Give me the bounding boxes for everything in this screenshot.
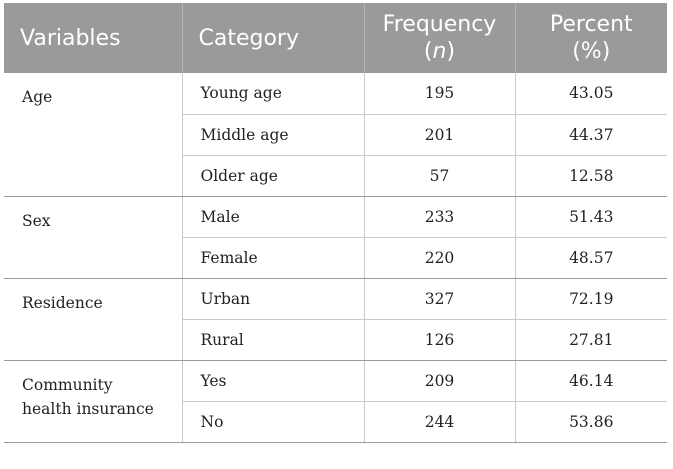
percent-cell: 48.57 bbox=[515, 237, 667, 279]
category-cell: Urban bbox=[182, 278, 365, 320]
category-cell: Male bbox=[182, 196, 365, 238]
header-frequency: Frequency (n) bbox=[364, 3, 516, 73]
frequency-cell: 126 bbox=[364, 319, 516, 361]
variable-cell-sex: Sex bbox=[4, 196, 183, 279]
frequency-cell: 220 bbox=[364, 237, 516, 279]
table-row: Female 220 48.57 bbox=[4, 237, 667, 279]
percent-cell: 51.43 bbox=[515, 196, 667, 238]
table-row: Residence Urban 327 72.19 bbox=[4, 278, 667, 361]
header-frequency-symbol: n bbox=[432, 39, 447, 64]
header-percent-symbol: (%) bbox=[572, 39, 611, 64]
percent-cell: 43.05 bbox=[515, 73, 667, 115]
frequency-cell: 244 bbox=[364, 401, 516, 443]
table-row: Community health insurance Yes 209 46.14 bbox=[4, 360, 667, 443]
variable-cell-residence: Residence bbox=[4, 278, 183, 361]
frequency-cell: 209 bbox=[364, 360, 516, 402]
table-row: Older age 57 12.58 bbox=[4, 155, 667, 197]
table-row: Sex Male 233 51.43 bbox=[4, 196, 667, 279]
percent-cell: 27.81 bbox=[515, 319, 667, 361]
category-cell: Older age bbox=[182, 155, 365, 197]
category-cell: Yes bbox=[182, 360, 365, 402]
category-cell: Young age bbox=[182, 73, 365, 115]
variable-cell-community-health-insurance: Community health insurance bbox=[4, 360, 183, 443]
variable-cell-age: Age bbox=[4, 73, 183, 197]
table-row: No 244 53.86 bbox=[4, 401, 667, 443]
frequency-cell: 195 bbox=[364, 73, 516, 115]
percent-cell: 46.14 bbox=[515, 360, 667, 402]
percent-cell: 44.37 bbox=[515, 114, 667, 156]
category-cell: Middle age bbox=[182, 114, 365, 156]
header-row: Variables Category Frequency (n) Percent(… bbox=[4, 3, 667, 73]
header-frequency-label: Frequency bbox=[382, 12, 497, 37]
category-cell: Rural bbox=[182, 319, 365, 361]
table-row: Middle age 201 44.37 bbox=[4, 114, 667, 156]
category-cell: No bbox=[182, 401, 365, 443]
header-percent: Percent (%) bbox=[515, 3, 667, 73]
frequency-table: Variables Category Frequency (n) Percent(… bbox=[4, 3, 667, 443]
frequency-cell: 201 bbox=[364, 114, 516, 156]
percent-cell: 72.19 bbox=[515, 278, 667, 320]
table-row: Rural 126 27.81 bbox=[4, 319, 667, 361]
header-percent-label: Percent bbox=[549, 12, 633, 37]
frequency-cell: 233 bbox=[364, 196, 516, 238]
percent-cell: 12.58 bbox=[515, 155, 667, 197]
table-row: Age Young age 195 43.05 bbox=[4, 73, 667, 197]
frequency-cell: 57 bbox=[364, 155, 516, 197]
category-cell: Female bbox=[182, 237, 365, 279]
frequency-cell: 327 bbox=[364, 278, 516, 320]
header-category: Category bbox=[182, 3, 365, 73]
percent-cell: 53.86 bbox=[515, 401, 667, 443]
header-variables: Variables bbox=[4, 3, 183, 73]
